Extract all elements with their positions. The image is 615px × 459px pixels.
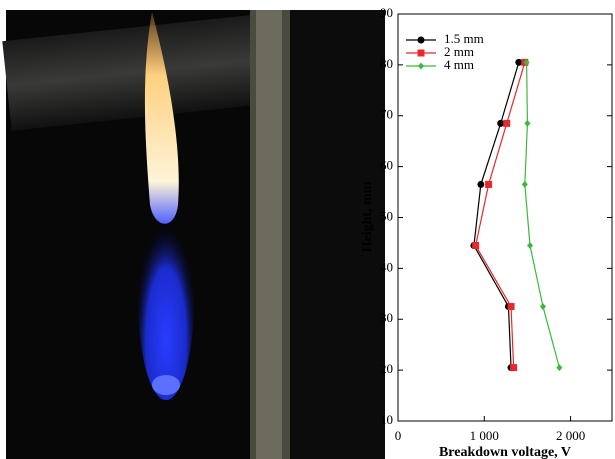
- legend-label: 1.5 mm: [444, 31, 484, 46]
- point: [515, 58, 523, 66]
- y-tick-label: 80: [380, 56, 393, 71]
- legend-label: 4 mm: [444, 57, 474, 72]
- point: [503, 119, 511, 127]
- x-tick-label: 2 000: [556, 428, 585, 443]
- y-tick-label: 20: [380, 361, 393, 376]
- point: [417, 49, 425, 57]
- point: [485, 180, 493, 188]
- point: [418, 62, 424, 70]
- y-axis-label: Height, mm: [360, 181, 375, 252]
- legend: 1.5 mm2 mm4 mm: [406, 31, 484, 72]
- y-tick-label: 70: [380, 107, 393, 122]
- y-tick-label: 60: [380, 158, 393, 173]
- point: [521, 180, 528, 188]
- y-tick-label: 40: [380, 259, 393, 274]
- point: [527, 241, 534, 249]
- point: [556, 364, 563, 372]
- point: [507, 303, 515, 311]
- x-tick-label: 1 000: [470, 428, 499, 443]
- y-tick-label: 30: [380, 310, 393, 325]
- y-tick-label: 50: [380, 208, 393, 223]
- point: [477, 180, 485, 188]
- point: [510, 364, 518, 372]
- point: [472, 241, 480, 249]
- series-line: [475, 62, 526, 368]
- x-tick-label: 0: [395, 428, 402, 443]
- point: [417, 36, 425, 44]
- point: [523, 58, 530, 66]
- y-tick-label: 10: [380, 412, 393, 427]
- plot-frame: [397, 13, 613, 422]
- point: [524, 119, 531, 127]
- series-line: [473, 62, 520, 368]
- legend-label: 2 mm: [444, 44, 474, 59]
- x-axis-label: Breakdown voltage, V: [439, 445, 571, 459]
- point: [539, 303, 546, 311]
- point: [497, 119, 505, 127]
- series-line: [524, 62, 560, 368]
- flame-photo: [2, 10, 385, 459]
- y-tick-label: 90: [380, 5, 393, 20]
